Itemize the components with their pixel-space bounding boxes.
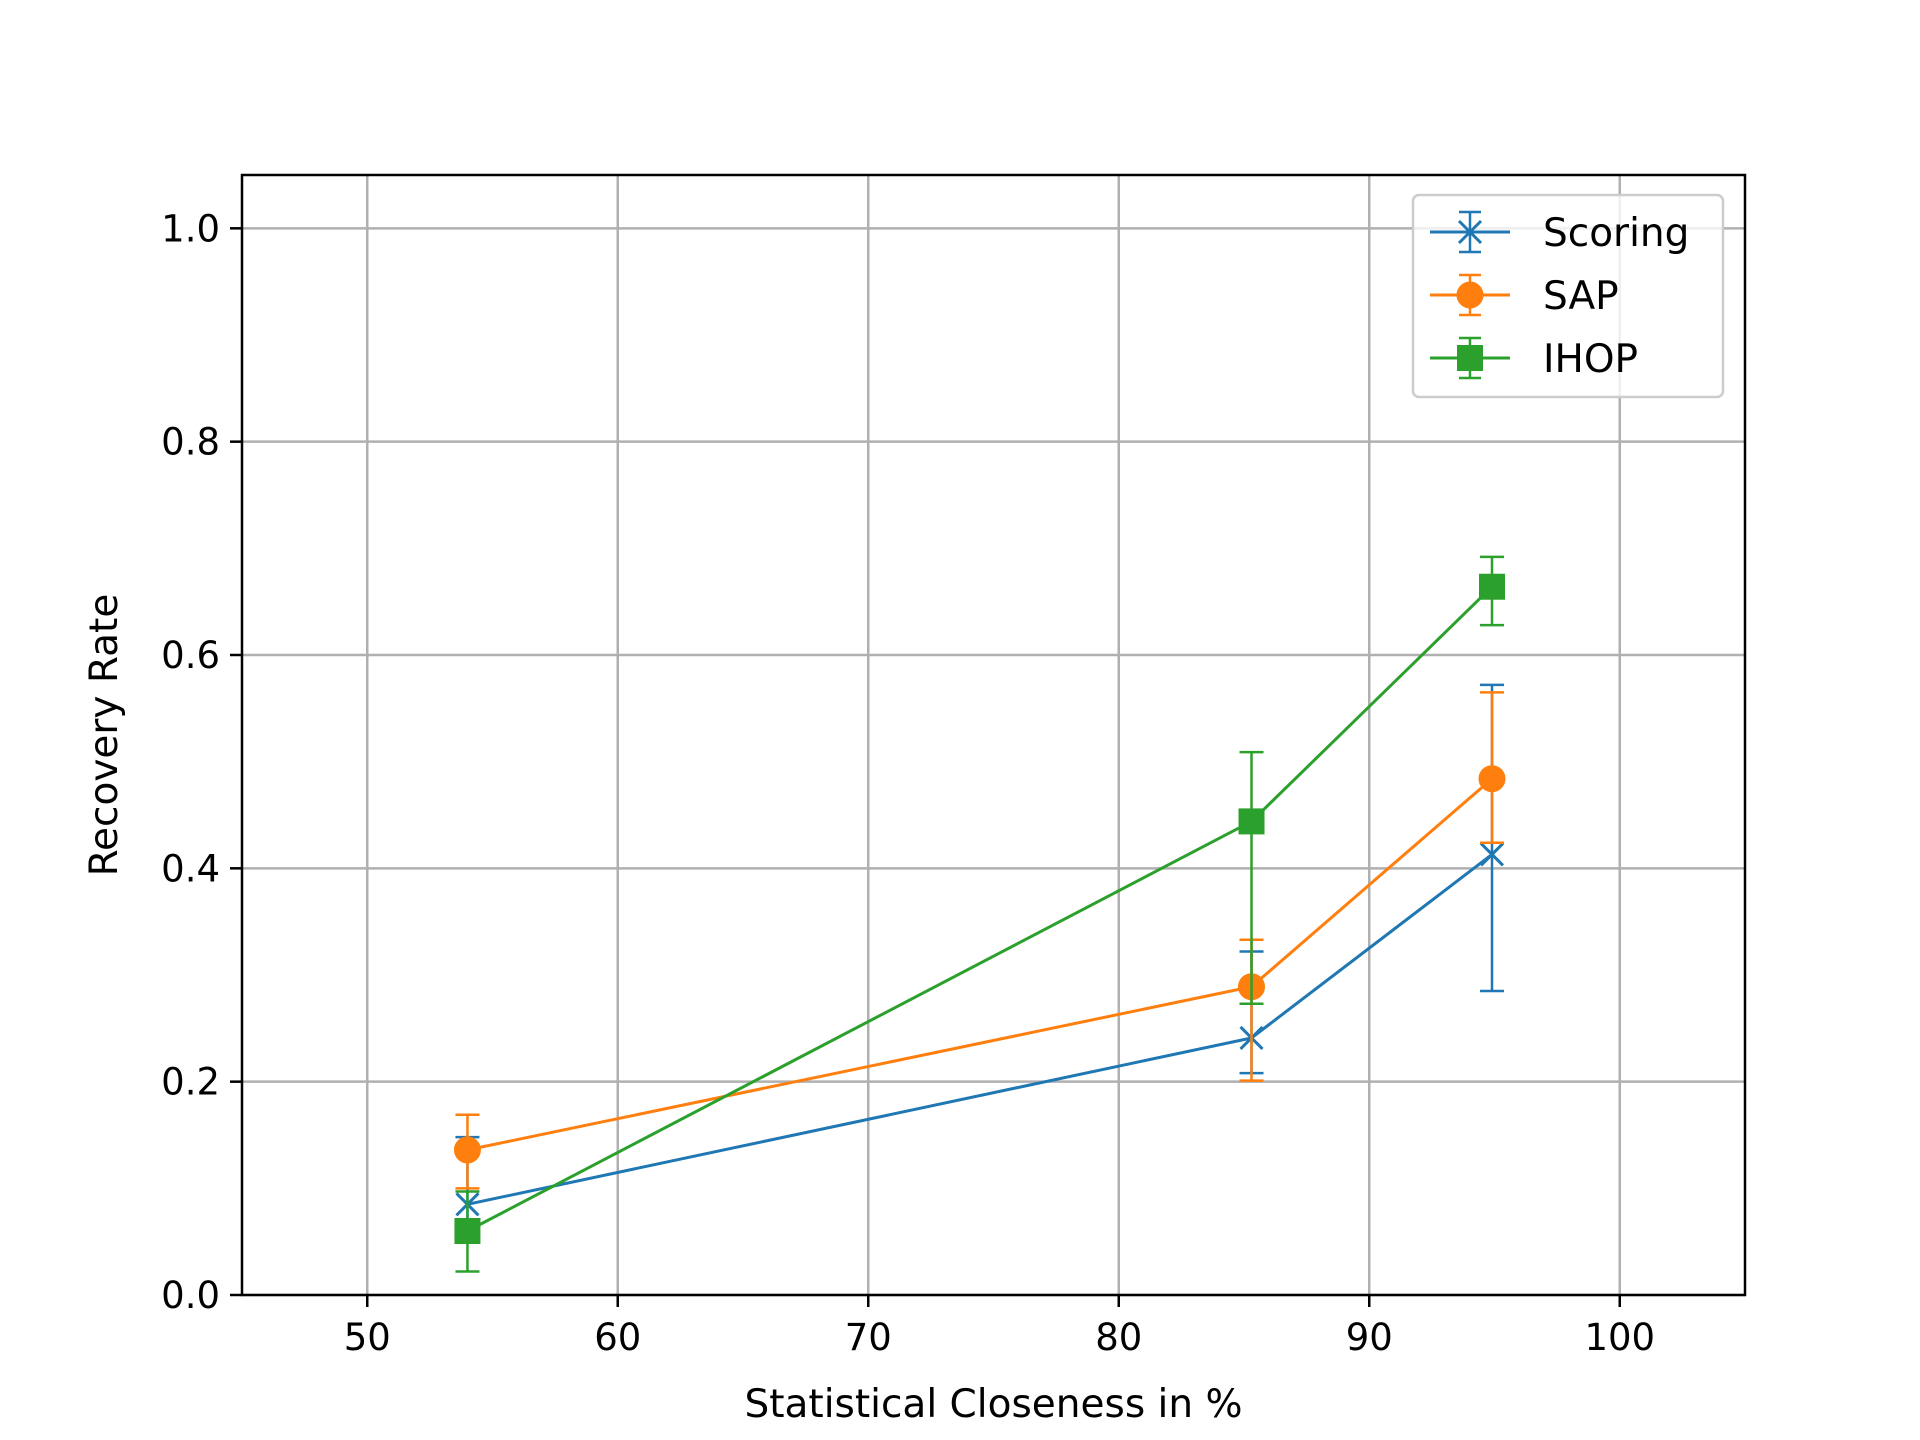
- x-tick-label: 100: [1584, 1316, 1655, 1359]
- y-tick-label: 0.4: [161, 847, 220, 890]
- series-line: [466, 585, 1494, 1233]
- x-tick-label: 70: [845, 1316, 892, 1359]
- x-tick-label: 90: [1346, 1316, 1393, 1359]
- plot-frame: [240, 173, 1747, 1297]
- data-point: [1479, 842, 1505, 867]
- legend-label: Scoring: [1543, 211, 1689, 256]
- ticks-layer: 50 60 70 80 90 100 0.0 0.2 0.4 0.6 0.8 1.0: [161, 207, 1655, 1359]
- series-ihop: [454, 555, 1505, 1273]
- legend-label: IHOP: [1543, 337, 1638, 382]
- legend-marker: [1456, 281, 1484, 309]
- series-scoring: [455, 683, 1505, 1224]
- y-tick-label: 0.8: [161, 421, 220, 464]
- y-tick-label: 1.0: [161, 207, 220, 250]
- legend: Scoring SAP IHOP: [1411, 193, 1725, 399]
- x-tick-label: 50: [344, 1316, 391, 1359]
- legend-label: SAP: [1543, 274, 1619, 319]
- y-axis-label: Recovery Rate: [82, 594, 127, 877]
- data-point: [1478, 573, 1505, 600]
- legend-box: [1411, 193, 1725, 399]
- legend-item-scoring: Scoring: [1430, 210, 1689, 256]
- data-point: [454, 1218, 481, 1244]
- data-point: [1478, 765, 1506, 793]
- legend-marker: [1457, 345, 1483, 371]
- legend-item-sap: SAP: [1430, 273, 1619, 319]
- data-point: [453, 1136, 481, 1164]
- series-layer: [453, 555, 1506, 1273]
- series-sap: [453, 691, 1506, 1190]
- y-tick-label: 0.6: [161, 634, 220, 677]
- data-point: [1238, 808, 1265, 835]
- x-tick-label: 80: [1095, 1316, 1142, 1359]
- y-tick-label: 0.0: [161, 1274, 220, 1317]
- x-tick-label: 60: [594, 1316, 641, 1359]
- legend-item-ihop: IHOP: [1430, 336, 1638, 382]
- legend-marker: [1457, 219, 1483, 245]
- x-axis-label: Statistical Closeness in %: [744, 1382, 1242, 1427]
- y-tick-label: 0.2: [161, 1061, 220, 1104]
